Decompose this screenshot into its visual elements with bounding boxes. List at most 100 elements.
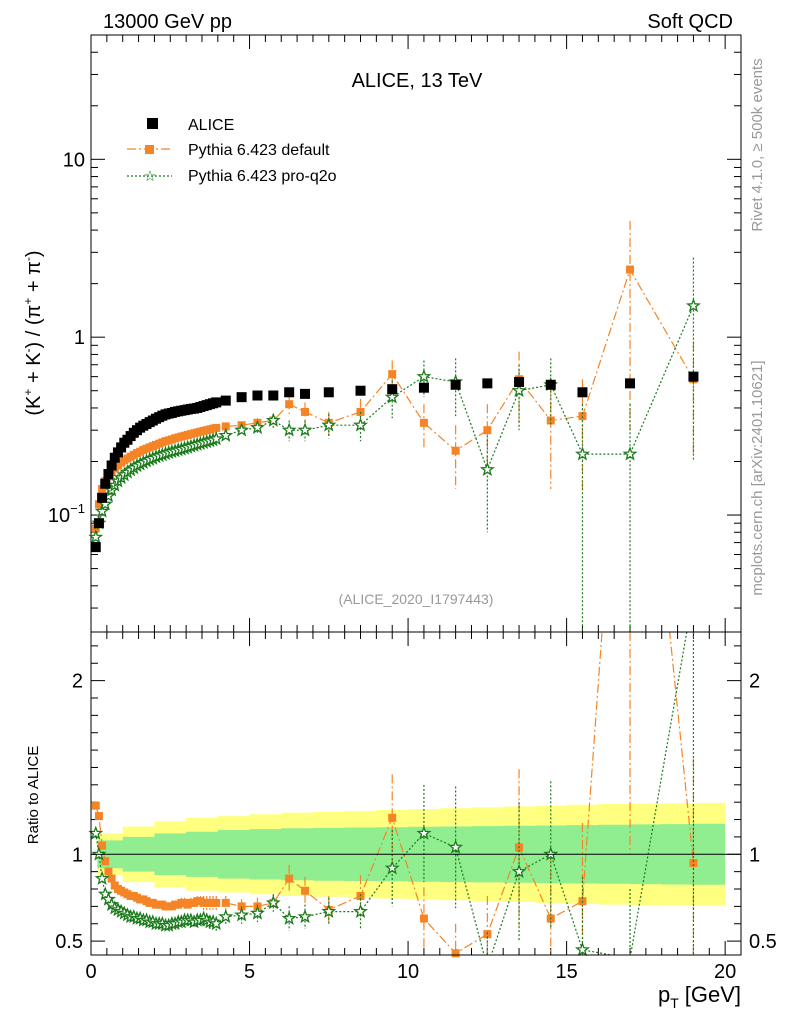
series-default — [91, 220, 698, 533]
data-point-default — [212, 423, 221, 432]
data-point-proq2o — [479, 461, 495, 476]
data-point-alice — [300, 388, 311, 399]
data-point-proq2o — [511, 382, 527, 398]
data-point-alice — [577, 387, 588, 398]
main-y-tick-label: 10 — [63, 149, 85, 171]
legend-marker-alice — [147, 118, 158, 129]
main-y-axis-label: (K+ + K-) / (π+ + π-) — [21, 250, 45, 415]
data-point-proq2o — [88, 529, 104, 544]
ratio-point-proq2o — [297, 908, 313, 924]
x-axis-label-unit: [GeV] — [685, 982, 741, 1007]
legend-label-default: Pythia 6.423 default — [188, 142, 330, 159]
data-point-alice — [103, 469, 114, 480]
ratio-point-default — [301, 886, 310, 895]
data-point-alice — [625, 378, 636, 389]
y-tick-base: 10 — [48, 505, 70, 527]
data-point-alice — [93, 518, 104, 529]
ratio-point-proq2o — [511, 863, 527, 878]
main-y-tick-label: 10−1 — [48, 501, 85, 527]
ratio-point-default — [107, 874, 116, 883]
legend-label-alice: ALICE — [188, 117, 234, 134]
ratio-axis-ticks — [90, 632, 742, 955]
data-point-default — [483, 426, 492, 435]
ratio-y-tick-label-left: 0.5 — [55, 931, 83, 953]
ratio-point-default — [451, 949, 460, 958]
data-point-proq2o — [416, 368, 432, 383]
data-point-alice — [252, 390, 263, 401]
data-point-alice — [450, 379, 461, 390]
ratio-point-proq2o — [543, 846, 559, 861]
ratio-y-tick-label-left: 1 — [72, 844, 83, 866]
data-point-alice — [482, 378, 493, 389]
ratio-point-default — [388, 813, 397, 822]
data-point-alice — [220, 395, 231, 406]
data-point-alice — [545, 379, 556, 390]
ratio-point-proq2o — [448, 839, 464, 854]
mcplots-label: mcplots.cern.ch [arXiv:2401.10621] — [749, 360, 766, 595]
data-point-default — [419, 418, 428, 427]
ratio-y-axis-label: Ratio to ALICE — [25, 746, 42, 844]
series-line-proq2o — [95, 305, 694, 538]
ratio-point-default — [101, 857, 110, 866]
ratio-point-default — [91, 801, 100, 810]
ratio-point-proq2o — [321, 903, 337, 918]
ratio-point-proq2o — [574, 941, 590, 957]
data-point-alice — [323, 387, 334, 398]
data-point-default — [221, 422, 230, 431]
data-point-alice — [109, 452, 120, 463]
ratio-point-default — [98, 841, 107, 850]
ylabel-part-kaon-open: (K — [23, 395, 45, 416]
data-point-alice — [387, 384, 398, 395]
data-point-default — [578, 412, 587, 421]
ylabel-part-pion-plus: + — [21, 298, 35, 305]
data-point-proq2o — [249, 419, 265, 435]
data-point-alice — [236, 392, 247, 403]
header-left-label: 13000 GeV pp — [103, 11, 232, 33]
ratio-point-default — [689, 858, 698, 867]
analysis-id-label: (ALICE_2020_I1797443) — [339, 591, 494, 607]
x-tick-label: 0 — [85, 961, 96, 983]
ratio-y-tick-label-right: 0.5 — [749, 931, 777, 953]
series-proq2o — [88, 257, 701, 632]
data-point-default — [626, 265, 635, 274]
ylabel-part-pion-open: ) / (π — [23, 305, 45, 349]
data-point-proq2o — [218, 427, 234, 442]
ratio-point-proq2o — [218, 908, 234, 924]
ylabel-part-pion-minus: - — [21, 257, 35, 261]
y-tick-base: 10 — [63, 149, 85, 171]
x-tick-labels: 0 5 10 15 20 — [85, 961, 736, 983]
x-axis-label-subscript: T — [670, 995, 679, 1011]
ylabel-part-kaon-plus: + — [21, 389, 35, 396]
ratio-y-tick-labels: 0.5 0.5 1 1 2 2 — [55, 671, 777, 953]
ratio-plot-frame — [90, 631, 742, 956]
plot-title: ALICE, 13 TeV — [352, 70, 483, 92]
ratio-point-default — [212, 898, 221, 907]
data-point-alice — [355, 385, 366, 396]
ratio-point-default — [221, 898, 230, 907]
data-point-default — [301, 407, 310, 416]
data-point-default — [98, 485, 107, 494]
ratio-line-proq2o — [95, 632, 688, 955]
ylabel-part-plus-pion: + π — [23, 261, 45, 298]
data-point-default — [451, 446, 460, 455]
header-right-label: Soft QCD — [647, 11, 733, 33]
y-tick-base: 1 — [74, 327, 85, 349]
data-point-alice — [418, 382, 429, 393]
series-alice — [90, 371, 699, 553]
legend-marker-proq2o: ☆ — [143, 168, 156, 185]
data-point-proq2o — [685, 298, 701, 313]
ratio-point-proq2o — [281, 910, 297, 925]
ratio-point-proq2o — [384, 860, 400, 875]
ratio-series-proq2o — [88, 632, 695, 957]
data-point-alice — [514, 376, 525, 387]
data-point-alice — [90, 542, 101, 553]
x-tick-label: 15 — [555, 961, 577, 983]
ratio-point-proq2o — [97, 886, 113, 901]
ratio-point-default — [104, 867, 113, 876]
ratio-point-proq2o — [91, 846, 107, 861]
ratio-y-tick-label-right: 2 — [749, 671, 760, 693]
x-tick-label: 10 — [397, 961, 419, 983]
x-tick-label: 5 — [244, 961, 255, 983]
ylabel-part-close: ) — [23, 250, 45, 257]
ratio-point-proq2o — [416, 825, 432, 840]
